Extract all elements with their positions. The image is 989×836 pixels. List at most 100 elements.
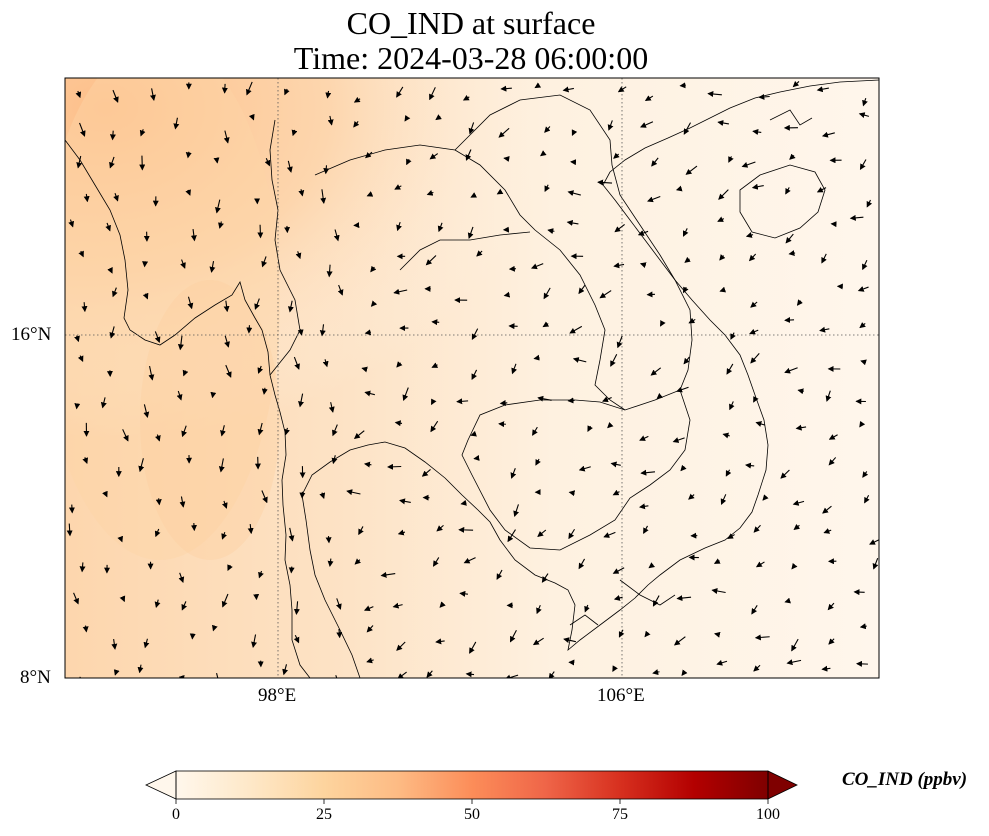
wind-arrow [430,420,439,433]
concentration-field [65,78,879,678]
wind-arrow [346,489,361,496]
wind-arrow [210,391,217,399]
wind-arrow [319,324,326,337]
wind-arrow [672,437,685,443]
wind-arrow [819,326,830,333]
wind-arrow [639,435,649,441]
wind-arrow [394,420,403,427]
wind-arrow [399,498,411,505]
wind-arrow [426,189,434,196]
wind-arrow [394,184,402,190]
wind-arrow [660,319,666,327]
wind-arrow [149,88,156,101]
wind-arrow [439,601,446,608]
wind-arrow [792,500,805,506]
wind-arrow [459,590,468,597]
wind-arrow [113,669,120,676]
wind-arrow [154,434,161,442]
wind-arrow [323,165,330,175]
wind-arrow [509,629,517,643]
wind-arrow [500,85,512,92]
wind-arrow [363,605,374,612]
wind-arrow [143,404,150,419]
wind-arrow [652,669,660,676]
title-variable: CO_IND at surface [346,5,596,41]
wind-arrow [613,595,623,601]
wind-arrow [332,424,338,437]
wind-arrow [366,625,374,633]
wind-arrow [862,471,869,478]
wind-arrow [825,390,832,402]
wind-arrow [190,229,197,242]
wind-arrow [218,458,225,473]
wind-arrow [358,526,364,536]
wind-arrow [648,562,656,569]
wind-arrow [286,160,293,173]
wind-arrow [548,671,555,678]
lat-tick-label-16N: 16°N [11,324,52,345]
wind-arrow [284,427,290,436]
wind-arrow [640,121,654,128]
wind-arrow [429,153,439,160]
wind-arrow [717,216,725,222]
wind-arrow [435,638,445,645]
wind-arrow [796,299,803,306]
wind-arrow [823,528,832,534]
wind-arrow [656,392,664,400]
wind-arrow [651,157,659,167]
wind-arrow [456,398,469,405]
wind-arrow [77,355,84,363]
wind-arrow [79,122,86,137]
wind-arrow [849,214,864,221]
wind-arrow [751,183,764,190]
wind-arrow [537,395,552,402]
wind-vectors [66,80,879,678]
title-time: Time: 2024-03-28 06:00:00 [293,40,649,76]
wind-arrow [397,671,407,678]
wind-arrow [688,493,695,500]
wind-arrow [221,531,227,540]
wind-arrow [322,359,329,368]
colorbar-tick-0: 0 [172,806,180,823]
wind-arrow [748,253,757,262]
wind-arrow [109,326,116,339]
wind-arrow [143,638,150,649]
wind-arrow [822,505,832,514]
wind-arrow [353,430,365,440]
wind-arrow [688,317,696,324]
wind-arrow [647,196,661,203]
wind-arrow [476,250,483,257]
wind-arrow [753,524,761,533]
wind-arrow [683,286,689,294]
wind-arrow [218,221,224,229]
wind-arrow [683,356,690,365]
wind-arrow [404,115,411,122]
wind-arrow [179,496,186,508]
wind-arrow [785,187,791,195]
wind-arrow [610,353,618,367]
wind-arrow [755,561,765,568]
wind-arrow [562,86,574,93]
wind-arrow [599,290,612,299]
wind-arrow [857,286,869,292]
wind-arrow [872,557,879,570]
wind-arrow [618,629,625,638]
wind-arrow [293,634,300,644]
wind-arrow [353,121,360,128]
wind-arrow [221,500,228,509]
wind-arrow [185,151,192,159]
wind-arrow [246,81,253,96]
wind-arrow [725,469,732,477]
wind-arrow [295,251,302,260]
wind-arrow [298,393,304,408]
wind-arrow [139,129,146,137]
wind-arrow [431,398,437,406]
wind-arrow [437,222,444,233]
wind-arrow [429,87,436,101]
wind-arrow [366,657,374,664]
wind-arrow [337,284,344,296]
wind-arrow [216,672,219,678]
wind-arrow [246,325,253,334]
wind-arrow [750,352,760,364]
wind-arrow [504,674,519,678]
